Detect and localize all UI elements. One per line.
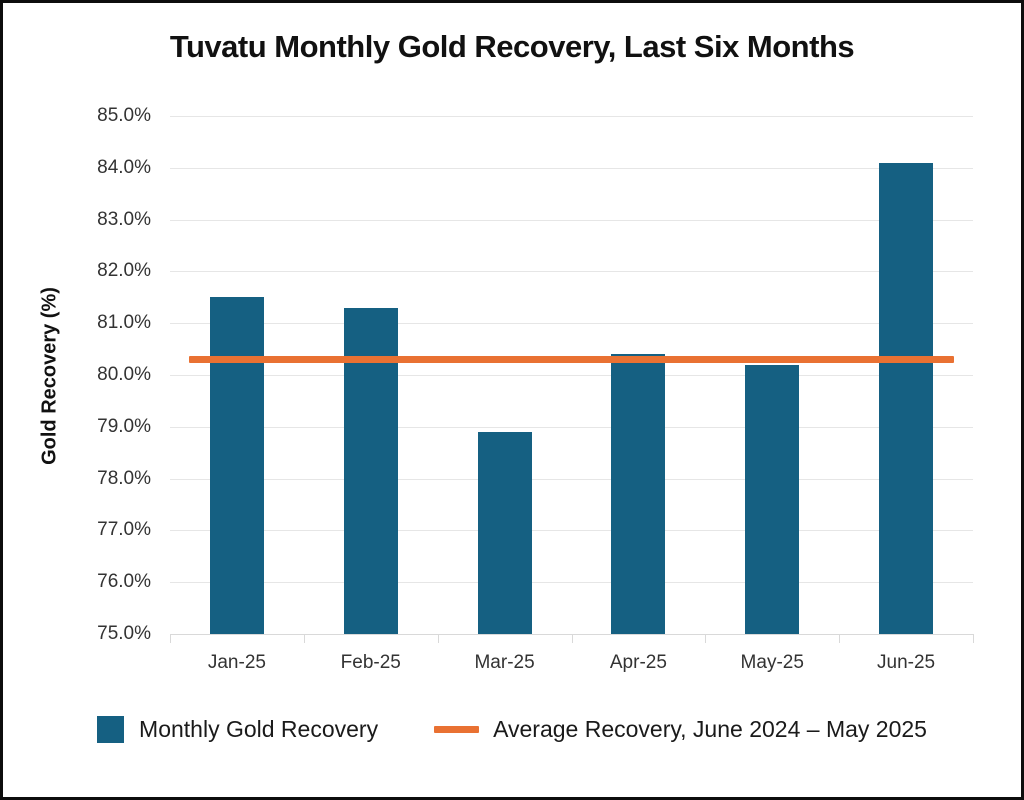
x-axis-tick: [571, 634, 573, 643]
x-tick-label-feb-25: Feb-25: [340, 652, 401, 673]
gridline: [170, 271, 973, 273]
category-cell-feb-25: [304, 116, 438, 634]
bar-jan-25: [209, 297, 264, 634]
bar-mar-25: [477, 431, 532, 634]
bar-may-25: [745, 364, 800, 634]
category-cell-jun-25: [839, 116, 973, 634]
legend: Monthly Gold Recovery Average Recovery, …: [3, 716, 1021, 743]
x-tick-label-mar-25: Mar-25: [474, 652, 535, 673]
y-tick-label: 82.0%: [97, 260, 151, 282]
x-axis-tick: [705, 634, 707, 643]
x-tick-label-jan-25: Jan-25: [207, 652, 266, 673]
y-tick-label: 78.0%: [97, 467, 151, 489]
plot-area: [170, 116, 974, 643]
y-tick-label: 81.0%: [97, 312, 151, 334]
x-tick-label-may-25: May-25: [740, 652, 804, 673]
x-axis-labels: Jan-25 Feb-25 Mar-25 Apr-25 May-25 Jun-25: [170, 652, 973, 674]
bar-jun-25: [879, 162, 934, 634]
gridline: [170, 116, 973, 117]
bar-series-swatch-icon: [97, 716, 125, 743]
y-tick-label: 75.0%: [97, 623, 151, 644]
y-tick-label: 76.0%: [97, 571, 151, 593]
y-axis-labels: 85.0% 84.0% 83.0% 82.0% 81.0% 80.0% 79.0% 78.0%…: [61, 105, 151, 644]
x-axis-tick: [170, 634, 171, 643]
gridline: [170, 167, 973, 169]
category-cell-jan-25: [170, 116, 304, 634]
x-axis-tick: [839, 634, 841, 643]
y-tick-label: 77.0%: [97, 519, 151, 541]
x-tick-label-jun-25: Jun-25: [877, 652, 936, 673]
gridline: [170, 478, 973, 480]
x-tick-label-apr-25: Apr-25: [609, 652, 667, 673]
category-cell-may-25: [705, 116, 839, 634]
legend-item-average-recovery: Average Recovery, June 2024 – May 2025: [434, 716, 927, 743]
gridline: [170, 582, 973, 584]
gridline: [170, 530, 973, 532]
x-axis-tick: [303, 634, 305, 643]
gridline: [170, 219, 973, 221]
category-cell-mar-25: [438, 116, 572, 634]
legend-label-average-recovery: Average Recovery, June 2024 – May 2025: [493, 716, 927, 742]
gridline: [170, 426, 973, 428]
y-tick-label: 85.0%: [97, 105, 151, 126]
y-tick-label: 84.0%: [97, 156, 151, 178]
y-tick-label: 80.0%: [97, 364, 151, 385]
chart-title: Tuvatu Monthly Gold Recovery, Last Six M…: [169, 29, 855, 64]
x-axis-tick: [437, 634, 439, 643]
category-cell-apr-25: [571, 116, 705, 634]
legend-label-monthly-gold-recovery: Monthly Gold Recovery: [139, 716, 379, 742]
y-axis-title: Gold Recovery (%): [38, 287, 61, 465]
bar-series: [170, 116, 973, 634]
y-tick-label: 83.0%: [97, 208, 151, 230]
average-recovery-line: [189, 355, 954, 363]
x-axis-tick: [973, 634, 974, 643]
legend-item-monthly-gold-recovery: Monthly Gold Recovery: [97, 716, 378, 743]
line-series-swatch-icon: [434, 726, 480, 733]
bar-apr-25: [611, 354, 666, 634]
gridline: [170, 323, 973, 325]
gridline: [170, 375, 973, 376]
y-tick-label: 79.0%: [97, 415, 151, 437]
